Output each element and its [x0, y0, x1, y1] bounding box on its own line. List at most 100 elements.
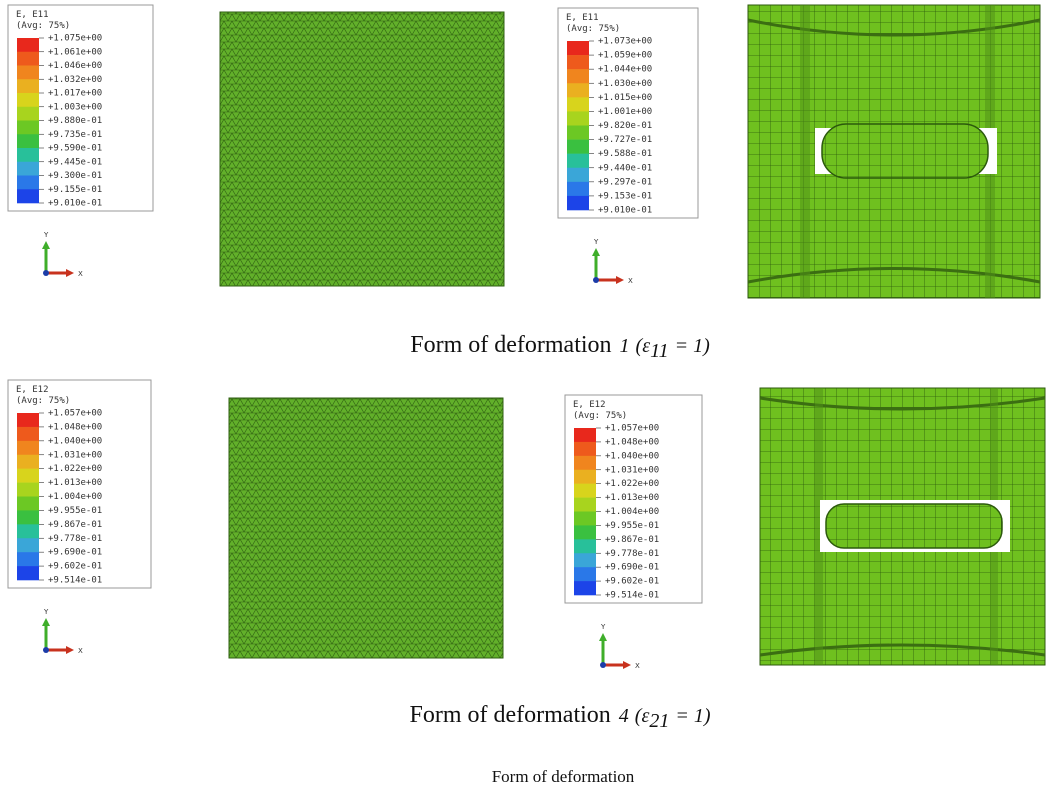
- legend-swatch: [17, 162, 39, 176]
- triad-x-label: X: [78, 270, 83, 278]
- color-legend: E, E11(Avg: 75%)+1.075e+00+1.061e+00+1.0…: [8, 5, 153, 278]
- legend-title: E, E12: [573, 400, 606, 410]
- legend-value: +1.059e+00: [598, 51, 652, 61]
- legend-value: +9.820e-01: [598, 121, 652, 131]
- legend-value: +9.880e-01: [48, 116, 102, 126]
- deformed-model: [760, 388, 1045, 665]
- legend-value: +1.044e+00: [598, 65, 652, 75]
- legend-swatch: [17, 552, 39, 566]
- legend-swatch: [574, 512, 596, 526]
- color-legend: E, E12(Avg: 75%) +1.057e+00 +1.048e+00 +1.0…: [565, 395, 702, 670]
- legend-value: +9.440e-01: [598, 163, 652, 173]
- legend-value: +9.300e-01: [48, 171, 102, 181]
- legend-value: +1.001e+00: [598, 107, 652, 117]
- legend-value: +1.061e+00: [48, 47, 102, 57]
- legend-swatch: [17, 510, 39, 524]
- legend-title: E, E12: [16, 385, 49, 395]
- legend-swatch: [17, 52, 39, 66]
- caption-text: Form of deformation: [410, 332, 611, 358]
- legend-swatch: [567, 69, 589, 83]
- legend-value: +1.013e+00: [48, 478, 102, 488]
- legend-swatch: [17, 134, 39, 148]
- legend-value: +9.690e-01: [48, 548, 102, 558]
- legend-value: +1.022e+00: [605, 479, 659, 489]
- legend-value: +1.031e+00: [48, 450, 102, 460]
- legend-swatch: [17, 148, 39, 162]
- triad-y-label: Y: [43, 608, 49, 616]
- legend-value: +1.004e+00: [605, 507, 659, 517]
- triad-y-arrow: [592, 248, 600, 256]
- triad-x-arrow: [66, 269, 74, 277]
- legend-swatch: [567, 182, 589, 196]
- legend-value: +9.735e-01: [48, 130, 102, 140]
- legend-value: +1.013e+00: [605, 493, 659, 503]
- legend-value: +9.867e-01: [605, 535, 659, 545]
- triad-x-label: X: [78, 647, 83, 655]
- legend-title: E, E11: [16, 10, 49, 20]
- legend-value: +1.015e+00: [598, 93, 652, 103]
- triad-y-arrow: [42, 618, 50, 626]
- figure-caption: Form of deformation: [492, 767, 635, 786]
- legend-value: +9.153e-01: [598, 191, 652, 201]
- legend-swatch: [574, 470, 596, 484]
- legend-swatch: [17, 524, 39, 538]
- legend-value: +1.030e+00: [598, 79, 652, 89]
- legend-swatch: [567, 196, 589, 210]
- legend-swatch: [574, 456, 596, 470]
- triad-y-label: Y: [593, 238, 599, 246]
- legend-swatch: [567, 41, 589, 55]
- legend-value: +1.057e+00: [605, 424, 659, 434]
- figure: Form of deformation E, E11 (Avg: 75%) +1.0…: [0, 0, 1048, 796]
- legend-title: E, E11: [566, 13, 599, 23]
- legend-value: +1.048e+00: [605, 437, 659, 447]
- legend-swatch: [17, 483, 39, 497]
- legend-value: +9.514e-01: [605, 591, 659, 601]
- legend-swatch: [17, 176, 39, 190]
- legend-value: +1.031e+00: [605, 465, 659, 475]
- legend-value: +9.778e-01: [605, 549, 659, 559]
- triad-x-arrow: [623, 661, 631, 669]
- triad-x-label: X: [628, 277, 633, 285]
- legend-swatch: [574, 581, 596, 595]
- legend-value: +9.867e-01: [48, 520, 102, 530]
- legend-avg: (Avg: 75%): [573, 411, 627, 421]
- triad-y-label: Y: [43, 231, 49, 239]
- legend-value: +9.010e-01: [598, 206, 652, 216]
- legend-swatch: [17, 566, 39, 580]
- legend-swatch: [574, 442, 596, 456]
- legend-swatch: [567, 111, 589, 125]
- triad-origin: [43, 270, 49, 276]
- legend-value: +9.690e-01: [605, 563, 659, 573]
- legend-swatch: [17, 38, 39, 52]
- caption-index: 1: [620, 335, 630, 357]
- legend-swatch: [17, 79, 39, 93]
- legend-value: +9.727e-01: [598, 135, 652, 145]
- legend-swatch: [574, 484, 596, 498]
- legend-swatch: [17, 497, 39, 511]
- triad-y-arrow: [42, 241, 50, 249]
- triad-y-arrow: [599, 633, 607, 641]
- caption-open: (ε: [635, 705, 650, 727]
- legend-swatch: [17, 121, 39, 135]
- legend-value: +1.073e+00: [598, 37, 652, 47]
- legend-value: +1.017e+00: [48, 89, 102, 99]
- legend-value: +9.445e-01: [48, 157, 102, 167]
- triad-x-arrow: [66, 646, 74, 654]
- legend-swatch: [17, 189, 39, 203]
- legend-value: +9.514e-01: [48, 576, 102, 586]
- legend-value: +9.955e-01: [48, 506, 102, 516]
- caption-text: Form of deformation: [410, 702, 611, 728]
- legend-swatch: [574, 553, 596, 567]
- legend-swatch: [567, 97, 589, 111]
- legend-value: +1.075e+00: [48, 34, 102, 44]
- legend-value: +1.046e+00: [48, 61, 102, 71]
- legend-value: +1.003e+00: [48, 102, 102, 112]
- legend-swatch: [574, 539, 596, 553]
- caption-index: 4: [619, 705, 629, 727]
- legend-swatch: [574, 525, 596, 539]
- legend-value: +9.602e-01: [48, 562, 102, 572]
- caption-subscript: 21: [649, 710, 669, 732]
- legend-swatch: [17, 441, 39, 455]
- legend-value: +9.955e-01: [605, 521, 659, 531]
- legend-swatch: [17, 538, 39, 552]
